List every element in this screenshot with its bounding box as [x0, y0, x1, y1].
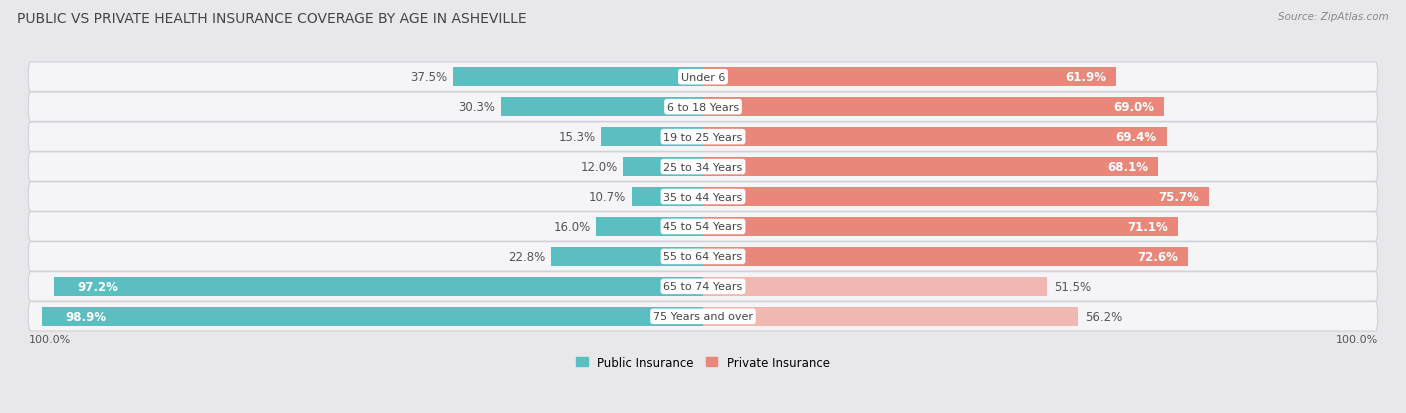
Text: 69.4%: 69.4% — [1115, 131, 1157, 144]
Bar — [703, 188, 1209, 206]
Text: 51.5%: 51.5% — [1053, 280, 1091, 293]
Bar — [703, 158, 1159, 176]
Text: Under 6: Under 6 — [681, 73, 725, 83]
Bar — [703, 218, 1178, 236]
Text: 10.7%: 10.7% — [589, 190, 626, 204]
Text: 71.1%: 71.1% — [1128, 221, 1168, 233]
Text: 37.5%: 37.5% — [411, 71, 447, 84]
Legend: Public Insurance, Private Insurance: Public Insurance, Private Insurance — [571, 351, 835, 374]
Text: 100.0%: 100.0% — [1336, 334, 1378, 344]
Text: 19 to 25 Years: 19 to 25 Years — [664, 132, 742, 142]
FancyBboxPatch shape — [28, 93, 1378, 122]
Bar — [703, 98, 1164, 116]
Bar — [53, 278, 703, 296]
Bar — [703, 68, 1116, 87]
Text: 68.1%: 68.1% — [1107, 161, 1147, 173]
FancyBboxPatch shape — [28, 63, 1378, 92]
Text: 22.8%: 22.8% — [508, 250, 546, 263]
Text: 100.0%: 100.0% — [28, 334, 70, 344]
Text: 55 to 64 Years: 55 to 64 Years — [664, 252, 742, 262]
Text: 69.0%: 69.0% — [1114, 101, 1154, 114]
Text: 72.6%: 72.6% — [1137, 250, 1178, 263]
Text: 6 to 18 Years: 6 to 18 Years — [666, 102, 740, 112]
FancyBboxPatch shape — [28, 212, 1378, 242]
FancyBboxPatch shape — [28, 302, 1378, 331]
Bar — [600, 128, 703, 147]
Text: PUBLIC VS PRIVATE HEALTH INSURANCE COVERAGE BY AGE IN ASHEVILLE: PUBLIC VS PRIVATE HEALTH INSURANCE COVER… — [17, 12, 526, 26]
Bar — [703, 247, 1188, 266]
Bar — [596, 218, 703, 236]
FancyBboxPatch shape — [28, 123, 1378, 152]
Bar — [42, 307, 703, 326]
Bar — [703, 278, 1047, 296]
Bar — [551, 247, 703, 266]
Text: 45 to 54 Years: 45 to 54 Years — [664, 222, 742, 232]
Text: 56.2%: 56.2% — [1085, 310, 1122, 323]
Text: 16.0%: 16.0% — [554, 221, 591, 233]
Bar — [703, 128, 1167, 147]
FancyBboxPatch shape — [28, 152, 1378, 182]
Text: 35 to 44 Years: 35 to 44 Years — [664, 192, 742, 202]
Bar — [703, 307, 1078, 326]
Text: 65 to 74 Years: 65 to 74 Years — [664, 282, 742, 292]
FancyBboxPatch shape — [28, 183, 1378, 212]
Text: 30.3%: 30.3% — [458, 101, 495, 114]
Bar — [501, 98, 703, 116]
Text: 98.9%: 98.9% — [66, 310, 107, 323]
FancyBboxPatch shape — [28, 242, 1378, 271]
Text: 25 to 34 Years: 25 to 34 Years — [664, 162, 742, 172]
Text: 15.3%: 15.3% — [558, 131, 596, 144]
Text: 75 Years and over: 75 Years and over — [652, 311, 754, 322]
Text: Source: ZipAtlas.com: Source: ZipAtlas.com — [1278, 12, 1389, 22]
Text: 61.9%: 61.9% — [1066, 71, 1107, 84]
Bar — [631, 188, 703, 206]
Bar — [453, 68, 703, 87]
Bar — [623, 158, 703, 176]
FancyBboxPatch shape — [28, 272, 1378, 301]
Text: 12.0%: 12.0% — [581, 161, 617, 173]
Text: 97.2%: 97.2% — [77, 280, 118, 293]
Text: 75.7%: 75.7% — [1157, 190, 1199, 204]
